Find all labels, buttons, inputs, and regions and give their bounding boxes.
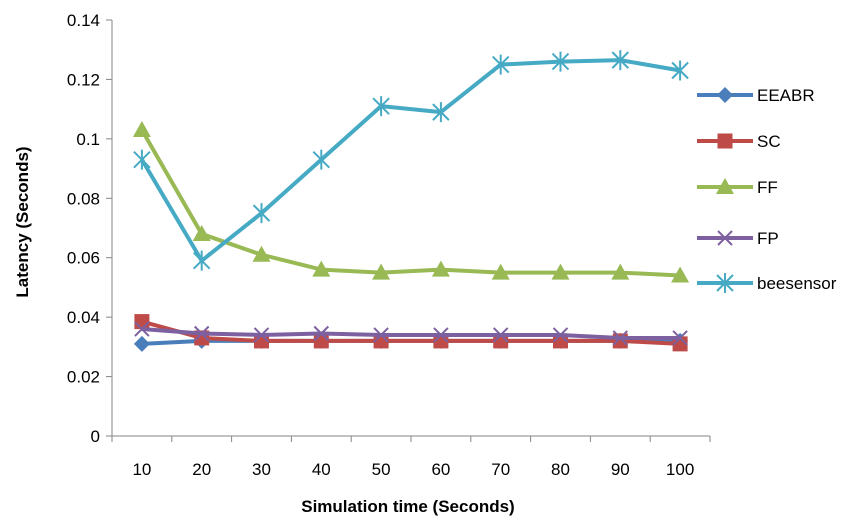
legend-label: beesensor [757,274,837,293]
y-tick-label: 0.02 [67,368,100,387]
x-tick-label: 70 [491,460,510,479]
x-tick-label: 60 [431,460,450,479]
data-point-fp [492,327,509,343]
data-point-beesensor [611,50,630,71]
x-tick-label: 90 [611,460,630,479]
y-tick-label: 0.08 [67,189,100,208]
y-axis-title: Latency (Seconds) [13,146,32,297]
data-point-ff [491,263,510,280]
data-point-beesensor [372,96,390,117]
y-tick-label: 0 [91,427,100,446]
data-point-sc [553,333,568,349]
data-point-fp [253,327,270,343]
legend-marker [717,87,733,103]
data-point-beesensor [312,149,331,170]
data-point-beesensor [133,149,151,170]
plot-area: 0 0.02 0.04 0.06 0.08 0.1 0.12 0.14 10 20 30 40 50 60… [67,11,711,479]
legend-label: FF [757,178,778,197]
x-tick-label: 30 [252,460,271,479]
data-point-fp [612,330,629,346]
data-point-fp [433,327,449,343]
series-line-beesensor [140,58,681,263]
data-point-sc [373,333,389,349]
data-point-beesensor [192,250,211,271]
data-point-ff [372,263,391,280]
data-point-ff [611,263,630,280]
legend-marker [717,230,733,246]
legend-marker [717,133,733,149]
series-line-sc [141,319,681,346]
y-tick-label: 0.04 [67,308,100,327]
data-point-ff [551,263,570,280]
data-point-ff [671,266,690,283]
data-point-beesensor [432,102,450,123]
data-point-ff [132,120,151,137]
data-point-sc [433,333,449,349]
data-point-ff [312,260,331,277]
legend-item-fp: FP [697,229,779,248]
x-tick-label: 40 [312,460,331,479]
legend-marker [716,178,734,194]
data-point-fp [552,327,569,343]
data-point-beesensor [551,51,570,72]
legend-label: SC [757,132,781,151]
legend-item-beesensor: beesensor [697,273,837,293]
data-point-ff [431,260,450,277]
x-tick-label: 20 [192,460,211,479]
data-point-ff [252,245,271,262]
legend-label: FP [757,229,779,248]
data-point-sc [493,333,509,349]
data-point-fp [672,330,688,346]
data-point-beesensor [491,54,510,75]
x-tick-label: 100 [666,460,694,479]
legend-item-sc: SC [697,132,781,151]
data-point-beesensor [671,60,689,81]
legend-marker [716,273,734,293]
legend-item-ff: FF [697,178,778,197]
data-point-sc [313,333,329,349]
data-point-ff [192,224,211,241]
y-tick-label: 0.14 [67,11,100,30]
legend: EEABR SC FF FP beesensor [697,86,837,293]
data-point-fp [193,325,210,342]
data-point-sc [612,333,628,349]
x-tick-label: 80 [551,460,570,479]
y-tick-label: 0.1 [76,130,100,149]
y-tick-label: 0.12 [67,70,100,89]
series-line-fp [141,327,681,340]
x-tick-label: 50 [372,460,391,479]
data-point-sc [254,333,269,349]
legend-label: EEABR [757,86,815,105]
data-point-beesensor [252,203,271,224]
legend-item-eeabr: EEABR [697,86,815,105]
data-point-fp [313,325,330,342]
y-tick-label: 0.06 [67,249,100,268]
data-point-sc [134,314,150,330]
data-point-fp [373,327,389,343]
data-point-sc [672,336,688,352]
x-axis-title: Simulation time (Seconds) [301,497,514,516]
x-tick-label: 10 [132,460,151,479]
data-point-fp [134,321,150,337]
data-point-eeabr [133,335,150,352]
series-line-ff [140,128,681,278]
